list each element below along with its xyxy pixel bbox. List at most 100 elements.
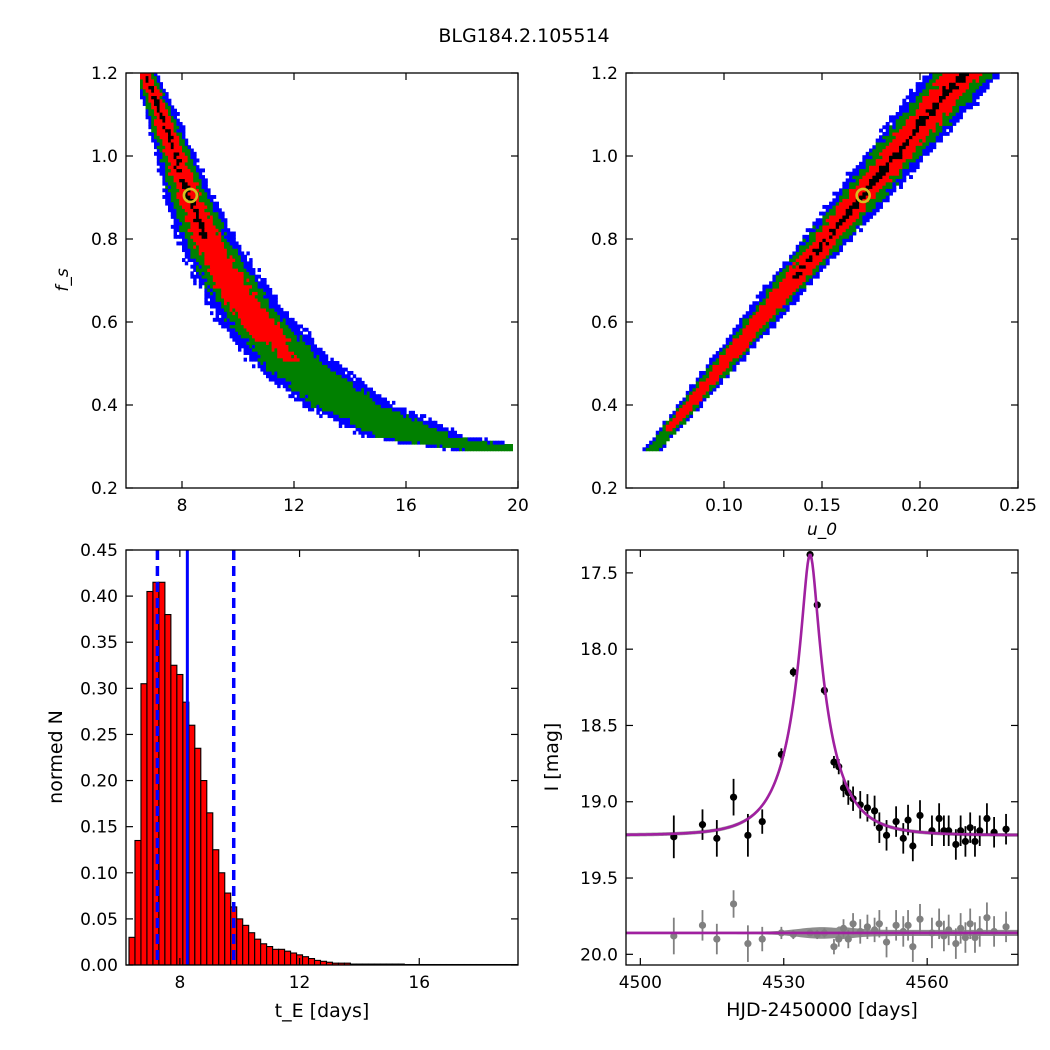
posterior-cell [448,437,452,442]
posterior-cell [246,311,250,316]
posterior-cell [436,440,441,445]
posterior-cell [224,321,228,326]
posterior-cell [809,258,813,263]
posterior-cell [411,410,415,415]
best-fit-marker [855,187,871,204]
posterior-cell [352,384,357,389]
posterior-cell [662,424,667,429]
posterior-cell [394,427,399,432]
posterior-cell [945,75,950,80]
posterior-cell [154,105,158,110]
posterior-cell [665,437,670,442]
posterior-cell [922,145,927,150]
posterior-cell [929,108,933,113]
posterior-cell [313,354,317,359]
posterior-cell [932,118,937,123]
posterior-cell [662,444,667,448]
posterior-cell [712,384,717,389]
posterior-cell [243,301,247,306]
posterior-cell [912,112,917,116]
posterior-cell [210,231,214,236]
posterior-cell [260,361,264,365]
posterior-cell [280,374,284,379]
posterior-cell [982,75,987,80]
posterior-cell [224,234,228,239]
posterior-cell [266,337,270,342]
posterior-cell [266,347,270,352]
posterior-cell [845,228,850,233]
posterior-cell [380,410,385,415]
posterior-cell [929,92,933,97]
posterior-cell [785,291,790,296]
posterior-cell [299,384,303,389]
posterior-cell [277,337,281,342]
posterior-cell [240,254,245,259]
posterior-cell [347,414,351,419]
posterior-cell [942,125,947,130]
posterior-cell [170,224,175,229]
posterior-cell [672,427,677,432]
posterior-cell [176,131,180,136]
posterior-cell [210,258,214,263]
posterior-cell [232,297,236,302]
posterior-cell [729,334,734,339]
posterior-cell [271,331,275,336]
posterior-cell [240,278,245,282]
posterior-cell [268,341,273,346]
posterior-cell [212,274,217,279]
posterior-cell [378,434,382,438]
posterior-cell [148,82,152,87]
posterior-cell [198,221,203,226]
posterior-cell [154,125,158,130]
posterior-cell [702,387,707,392]
posterior-cell [263,321,267,326]
residual-point [758,935,766,943]
posterior-cell [168,178,172,183]
posterior-cell [812,271,817,276]
posterior-cell [909,115,913,120]
posterior-cell [218,297,222,302]
posterior-cell [187,231,191,236]
posterior-cell [742,321,747,326]
posterior-cell [772,274,777,279]
posterior-cell [165,171,169,176]
posterior-cell [268,297,273,302]
posterior-cell [802,274,807,279]
posterior-cell [226,291,231,296]
posterior-cell [875,185,880,189]
posterior-cell [291,394,295,399]
posterior-cell [182,131,186,136]
p3-ytick-label: 0.10 [80,864,118,884]
posterior-cell [915,138,920,143]
posterior-cell [795,264,800,269]
posterior-cell [350,387,354,392]
posterior-cell [759,317,764,322]
posterior-cell [372,427,376,432]
posterior-cell [165,121,169,126]
histogram-bar [248,932,256,965]
posterior-cell [322,374,326,379]
posterior-cell [341,370,345,375]
posterior-cell [769,314,774,319]
posterior-cell [324,364,329,369]
posterior-cell [899,165,903,170]
posterior-cell [408,427,413,432]
posterior-cell [162,181,166,186]
posterior-cell [254,357,259,362]
posterior-cell [252,311,256,316]
posterior-cell [422,440,427,445]
te-histogram: 8 12 160.000.050.100.150.200.250.300.350.4… [45,541,519,1022]
data-point [863,804,872,812]
posterior-cell [839,218,843,223]
posterior-cell [238,337,242,342]
posterior-cell [400,437,404,442]
posterior-cell [912,95,917,100]
posterior-cell [148,108,152,113]
posterior-cell [935,135,940,140]
posterior-cell [829,251,833,256]
posterior-cell [193,221,197,226]
posterior-cell [268,334,273,339]
posterior-cell [201,201,205,206]
posterior-cell [296,361,301,365]
